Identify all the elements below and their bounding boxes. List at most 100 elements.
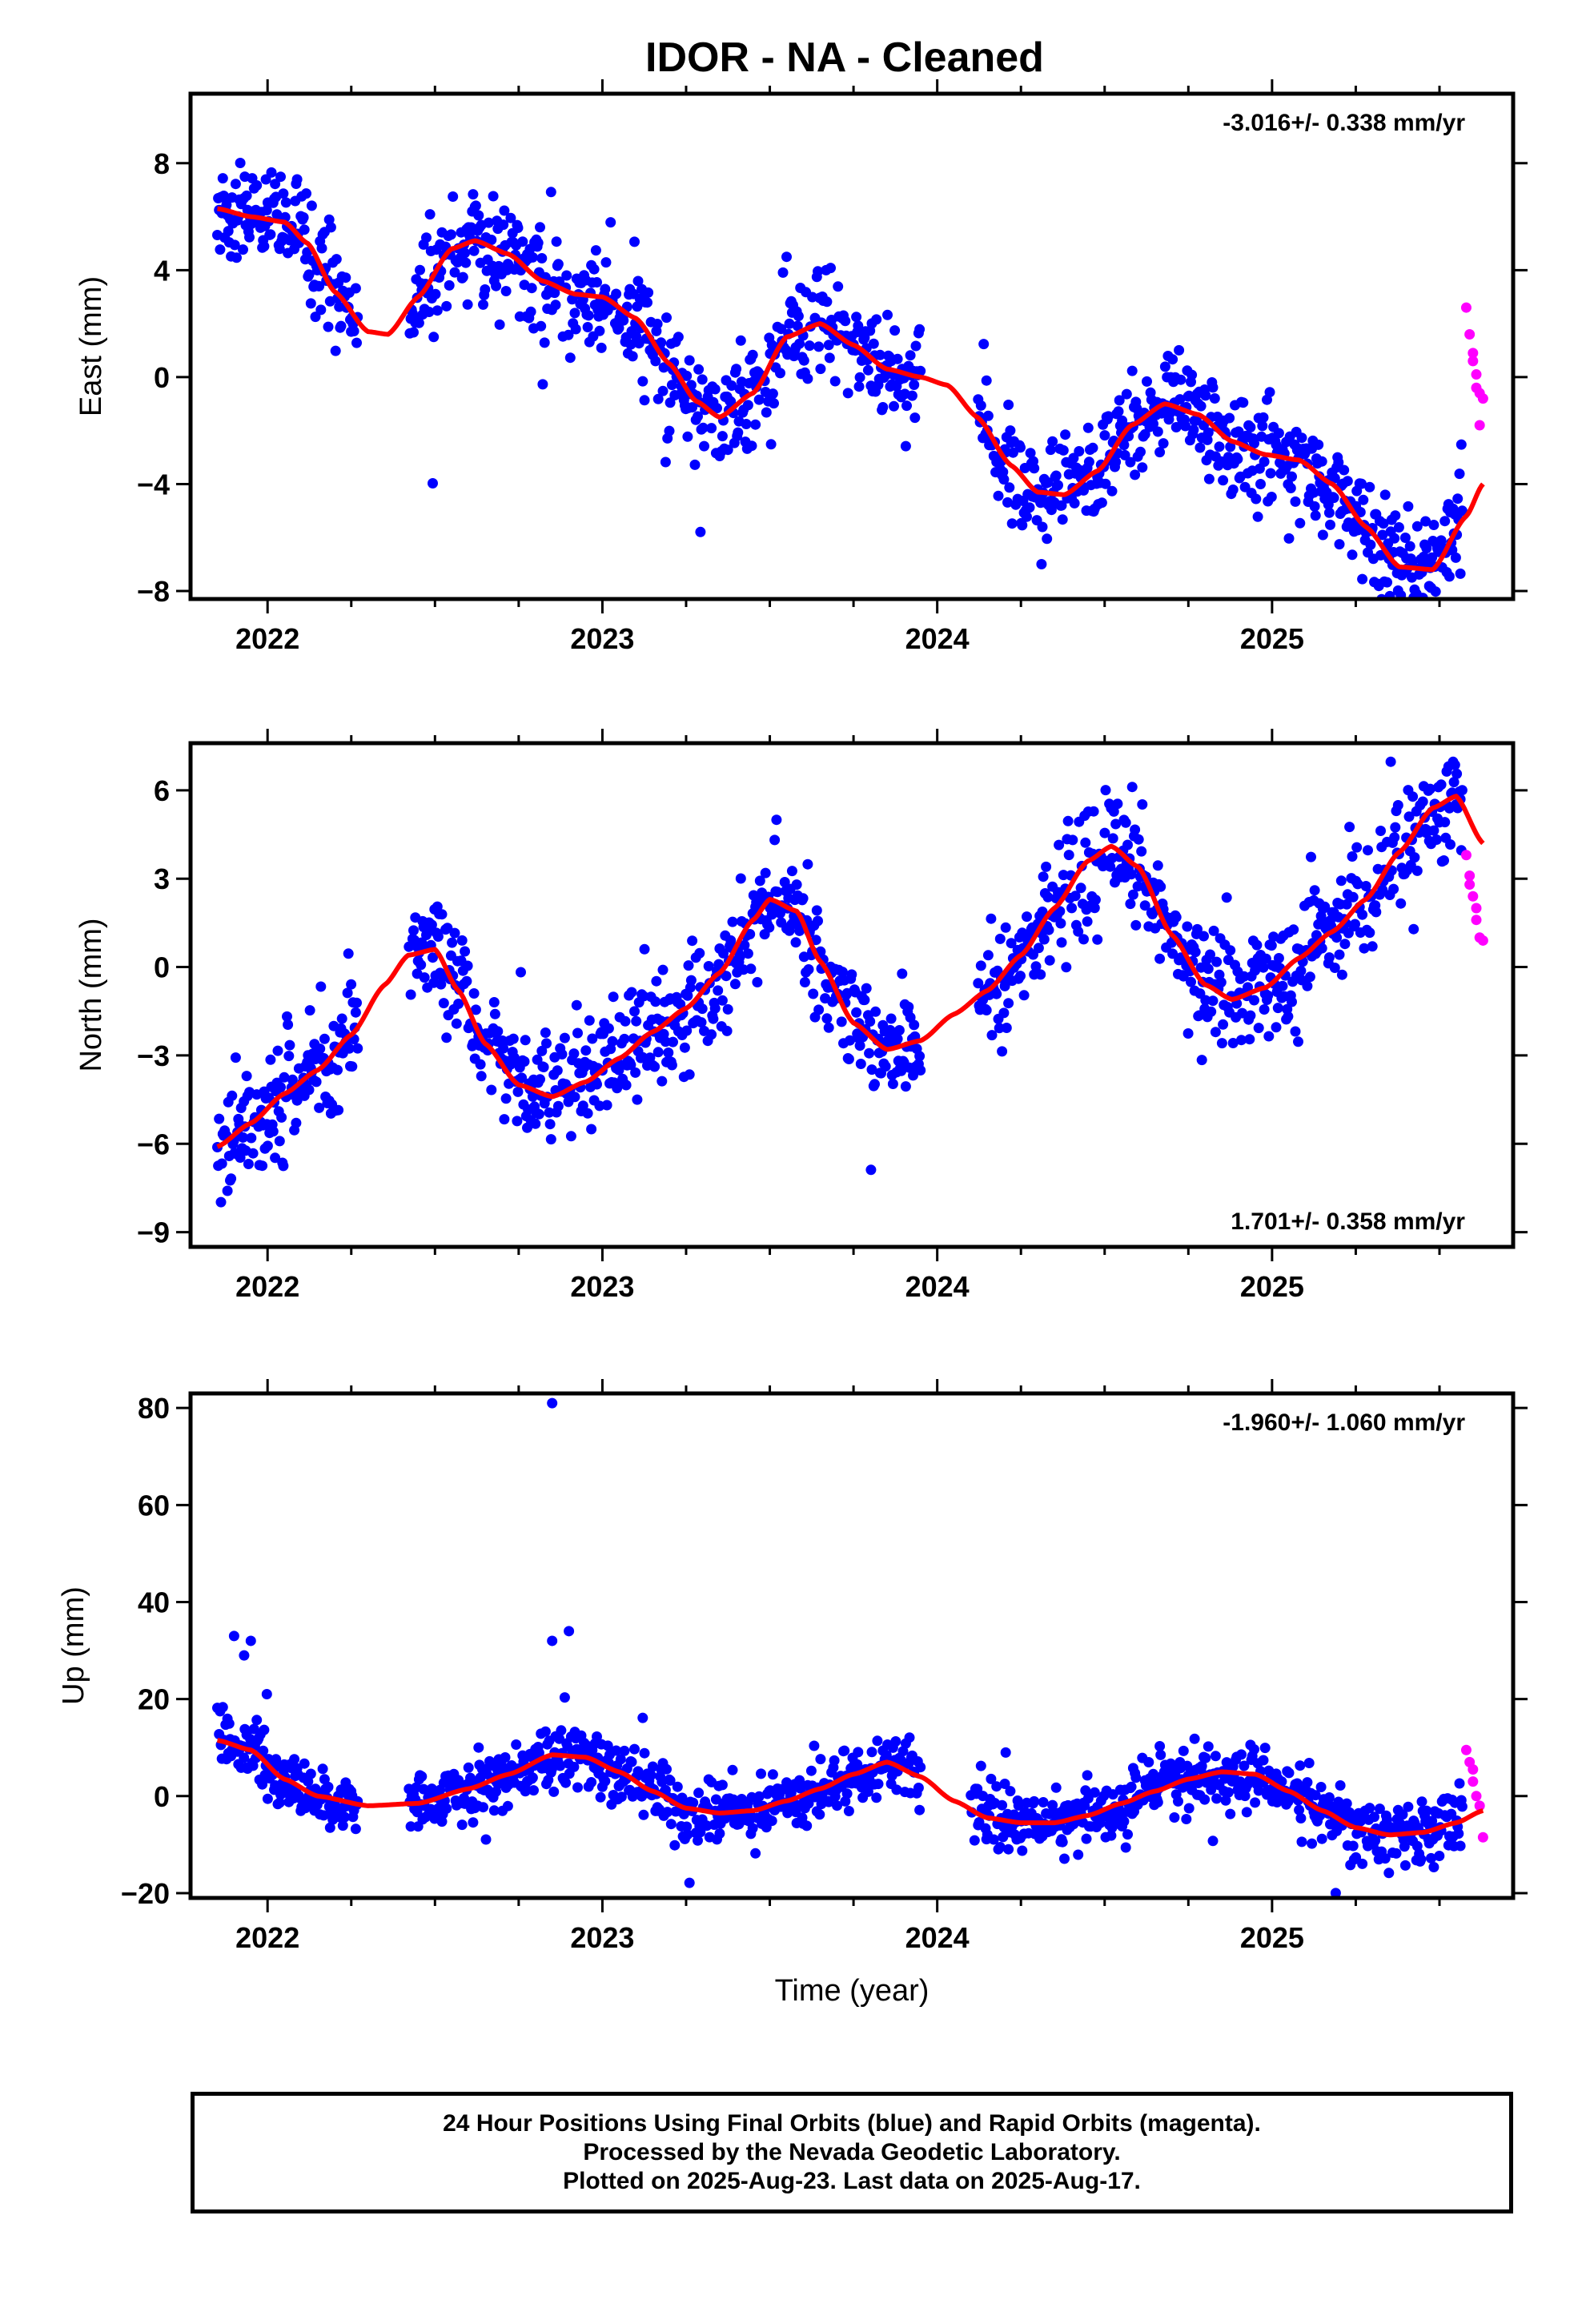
final-point — [913, 1783, 924, 1793]
final-point — [1118, 440, 1130, 451]
final-point — [1302, 980, 1313, 991]
final-point — [1180, 420, 1191, 432]
panel-3: 2022 2023 2024 2025 −20 0 20 40 60 80 Up (mm) Time … — [57, 1379, 1528, 2008]
final-point — [470, 1004, 481, 1015]
final-point — [1195, 400, 1207, 412]
final-point — [865, 1016, 876, 1027]
final-point — [1283, 533, 1295, 544]
final-point — [1426, 1852, 1436, 1864]
final-point — [1182, 921, 1193, 932]
final-point — [851, 312, 862, 323]
final-point — [305, 1768, 316, 1779]
final-point — [1195, 442, 1206, 453]
final-point — [871, 1792, 882, 1803]
final-point — [1186, 369, 1198, 380]
final-point — [620, 1080, 632, 1091]
final-point — [1239, 1791, 1251, 1802]
final-point — [1196, 1760, 1207, 1771]
final-point — [845, 1035, 855, 1046]
final-point — [1125, 899, 1136, 910]
final-point — [697, 1003, 708, 1015]
final-point — [460, 257, 472, 268]
final-point — [1252, 511, 1263, 522]
final-point — [1182, 1028, 1194, 1039]
final-point — [666, 1059, 677, 1071]
final-point — [441, 1803, 452, 1814]
final-point — [315, 1043, 326, 1055]
final-point — [1047, 436, 1058, 447]
final-point — [861, 983, 872, 994]
final-point — [1356, 478, 1367, 489]
final-point — [1174, 344, 1185, 356]
final-point — [909, 380, 920, 390]
y-tick-label: 0 — [154, 361, 170, 394]
fit-curve — [216, 1738, 1484, 1838]
final-point — [1080, 1785, 1091, 1796]
final-point — [685, 975, 697, 986]
final-point — [978, 339, 990, 350]
final-point — [1100, 785, 1111, 796]
final-point — [1118, 1815, 1130, 1827]
final-point — [1029, 1795, 1040, 1807]
final-point — [703, 961, 714, 971]
final-point — [350, 1007, 361, 1018]
final-point — [1403, 501, 1414, 512]
final-point — [797, 893, 809, 904]
final-point — [332, 1064, 343, 1076]
final-point — [1036, 559, 1047, 569]
final-point — [1341, 1798, 1352, 1809]
final-point — [1323, 952, 1335, 963]
final-point — [1033, 943, 1044, 954]
final-point — [714, 1828, 725, 1839]
final-point — [1081, 1833, 1092, 1844]
final-point — [241, 190, 252, 201]
final-point — [661, 312, 672, 324]
final-point — [564, 352, 576, 364]
final-point — [1133, 834, 1144, 845]
final-point — [1391, 601, 1402, 611]
final-point — [1015, 442, 1026, 453]
y-tick-label: 0 — [154, 951, 170, 984]
final-point — [453, 999, 464, 1009]
y-tick-label: −6 — [137, 1128, 170, 1160]
rapid-point — [1474, 420, 1485, 431]
y-tick-label: 3 — [154, 862, 170, 895]
final-point — [1295, 1760, 1306, 1771]
final-point — [745, 963, 757, 975]
final-point — [1331, 932, 1343, 943]
final-point — [915, 1065, 926, 1076]
final-point — [279, 1072, 290, 1083]
final-point — [1090, 895, 1101, 906]
final-point — [824, 352, 835, 364]
final-point — [1309, 885, 1320, 896]
final-point — [904, 1732, 915, 1743]
final-point — [813, 266, 823, 277]
final-point — [314, 280, 325, 292]
final-point — [1221, 892, 1232, 903]
final-point — [348, 326, 359, 336]
final-point — [323, 214, 335, 225]
final-point — [544, 1119, 556, 1130]
final-point — [1207, 995, 1219, 1007]
final-point — [1273, 953, 1284, 963]
final-point — [616, 1791, 627, 1803]
final-point — [1287, 996, 1297, 1007]
final-point — [428, 952, 438, 963]
final-point — [561, 270, 572, 281]
final-point — [1155, 881, 1166, 892]
final-point — [1154, 953, 1166, 964]
final-point — [1329, 963, 1340, 973]
final-point — [1045, 444, 1056, 456]
final-point — [1100, 478, 1111, 489]
rapid-point — [1468, 1763, 1479, 1775]
final-points — [212, 158, 1468, 611]
final-point — [813, 915, 823, 927]
final-point — [415, 264, 425, 275]
final-point — [1181, 1814, 1192, 1824]
final-point — [244, 231, 255, 243]
final-point — [486, 1084, 497, 1096]
final-point — [906, 390, 917, 401]
final-point — [243, 1159, 254, 1169]
final-point — [613, 323, 624, 334]
final-point — [988, 1834, 999, 1845]
